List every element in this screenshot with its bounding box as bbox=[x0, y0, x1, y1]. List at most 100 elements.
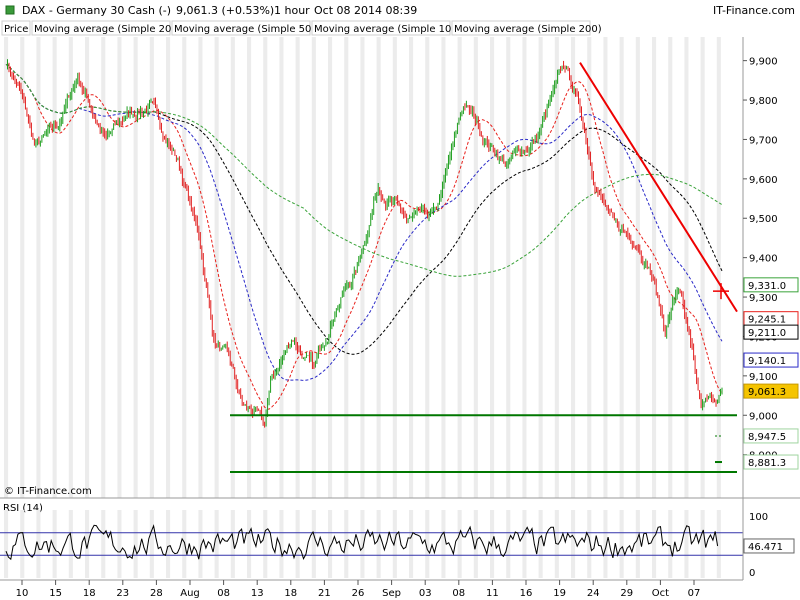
rsi-tick-label: 0 bbox=[749, 568, 755, 579]
moving-average-lines bbox=[5, 63, 723, 410]
x-tick-label: 11 bbox=[486, 588, 499, 599]
legend-item[interactable] bbox=[311, 20, 451, 36]
legend-item[interactable] bbox=[171, 20, 311, 36]
session-band bbox=[571, 37, 576, 498]
session-band bbox=[101, 37, 106, 498]
session-band bbox=[36, 510, 41, 578]
session-band bbox=[52, 37, 57, 498]
session-band bbox=[522, 37, 527, 498]
session-band bbox=[101, 510, 106, 578]
legend-item[interactable] bbox=[1, 20, 31, 36]
session-band bbox=[133, 37, 138, 498]
rsi-panel: RSI (14) 10050046.471 bbox=[0, 497, 800, 580]
rsi-bounds bbox=[0, 532, 743, 556]
x-tick-label: 08 bbox=[452, 588, 465, 599]
x-tick-label: 26 bbox=[352, 588, 365, 599]
session-band bbox=[522, 510, 527, 578]
y-tick-label: 9,700 bbox=[749, 135, 778, 146]
session-band bbox=[149, 510, 154, 578]
y-tick-label: 9,500 bbox=[749, 214, 778, 225]
indicator-legend: Price Moving average (Simple 20)Moving av… bbox=[0, 20, 800, 37]
header-bullet-icon bbox=[5, 5, 15, 15]
x-tick-label: 16 bbox=[520, 588, 533, 599]
session-band bbox=[652, 510, 657, 578]
session-band bbox=[603, 37, 608, 498]
x-tick-label: 13 bbox=[251, 588, 264, 599]
session-band bbox=[506, 510, 511, 578]
session-band bbox=[4, 37, 9, 498]
y-tick-label: 9,300 bbox=[749, 293, 778, 304]
ma-value-label-text: 9,245.1 bbox=[748, 315, 786, 326]
session-band bbox=[198, 510, 203, 578]
price-candles bbox=[6, 59, 723, 428]
session-band bbox=[441, 510, 446, 578]
moving-average-line bbox=[5, 63, 723, 277]
session-band bbox=[716, 37, 721, 498]
watermark: © IT-Finance.com bbox=[4, 486, 92, 497]
legend-label: Moving average (Simple 200) bbox=[454, 24, 602, 35]
session-band bbox=[360, 510, 365, 578]
brand-name: IT-Finance.com bbox=[713, 4, 795, 17]
y-tick-label: 9,900 bbox=[749, 57, 778, 68]
session-band bbox=[506, 37, 511, 498]
ma-value-label-text: 9,331.0 bbox=[748, 281, 786, 292]
legend-label: Moving average (Simple 50) bbox=[174, 24, 315, 35]
session-band bbox=[295, 510, 300, 578]
x-tick-label: 03 bbox=[419, 588, 432, 599]
x-tick-label: 08 bbox=[217, 588, 230, 599]
x-tick-label: Oct bbox=[652, 588, 669, 599]
x-tick-label: 18 bbox=[83, 588, 96, 599]
session-band bbox=[279, 510, 284, 578]
session-band bbox=[311, 510, 316, 578]
last-price-label bbox=[743, 383, 799, 399]
ma-value-label-text: 9,140.1 bbox=[748, 356, 786, 367]
session-band bbox=[214, 37, 219, 498]
session-band bbox=[182, 37, 187, 498]
session-band bbox=[328, 510, 333, 578]
session-band bbox=[700, 37, 705, 498]
ma-value-label bbox=[743, 277, 799, 293]
x-tick-label: 10 bbox=[16, 588, 29, 599]
session-band bbox=[344, 37, 349, 498]
x-tick-label: 18 bbox=[284, 588, 297, 599]
session-band bbox=[635, 37, 640, 498]
session-band bbox=[571, 510, 576, 578]
support-value-label-text: 8,947.5 bbox=[748, 432, 786, 443]
last-quote: 9,061.3 (+0.53%) bbox=[176, 4, 274, 17]
legend-item[interactable] bbox=[31, 20, 171, 36]
session-band bbox=[619, 37, 624, 498]
session-band bbox=[652, 37, 657, 498]
price-axis-value-labels: 9,245.1 9,140.1 9,211.0 9,331.0 9,061.3 8,947… bbox=[743, 277, 799, 470]
x-tick-label: 21 bbox=[318, 588, 331, 599]
ma-value-label bbox=[743, 352, 799, 368]
moving-average-line bbox=[5, 63, 723, 410]
session-band bbox=[149, 37, 154, 498]
x-tick-label: 07 bbox=[688, 588, 701, 599]
session-band bbox=[425, 510, 430, 578]
session-band bbox=[716, 510, 721, 578]
price-plot: © IT-Finance.com bbox=[0, 37, 743, 498]
session-band bbox=[344, 510, 349, 578]
x-tick-label: 24 bbox=[587, 588, 600, 599]
session-band bbox=[587, 37, 592, 498]
x-tick-label: 15 bbox=[49, 588, 62, 599]
session-band bbox=[441, 37, 446, 498]
instrument-title: DAX - Germany 30 Cash (-) bbox=[22, 4, 171, 17]
legend-item[interactable] bbox=[451, 20, 591, 36]
y-tick-label: 9,800 bbox=[749, 96, 778, 107]
support-value-label bbox=[743, 454, 799, 470]
rsi-value-label bbox=[743, 538, 795, 554]
session-band bbox=[166, 37, 171, 498]
session-band bbox=[668, 37, 673, 498]
resistance-trendline[interactable] bbox=[579, 62, 738, 313]
time-axis-ticks: 10 15 18 23 28 Aug 08 13 18 21 26 Sep 03 08 11 16 19 24 29… bbox=[16, 580, 701, 599]
rsi-value-text: 46.471 bbox=[748, 542, 783, 553]
price-axis[interactable]: 9,9009,8009,7009,6009,5009,4009,3009,200… bbox=[742, 37, 800, 498]
session-band bbox=[166, 510, 171, 578]
session-band bbox=[376, 37, 381, 498]
session-band bbox=[117, 37, 122, 498]
timestamp: Oct 08 2014 08:39 bbox=[314, 4, 417, 17]
time-axis[interactable]: 10 15 18 23 28 Aug 08 13 18 21 26 Sep 03 08 11 16 19 24 29… bbox=[0, 579, 743, 599]
session-band bbox=[20, 37, 25, 498]
support-value-label-text: 8,881.3 bbox=[748, 458, 786, 469]
